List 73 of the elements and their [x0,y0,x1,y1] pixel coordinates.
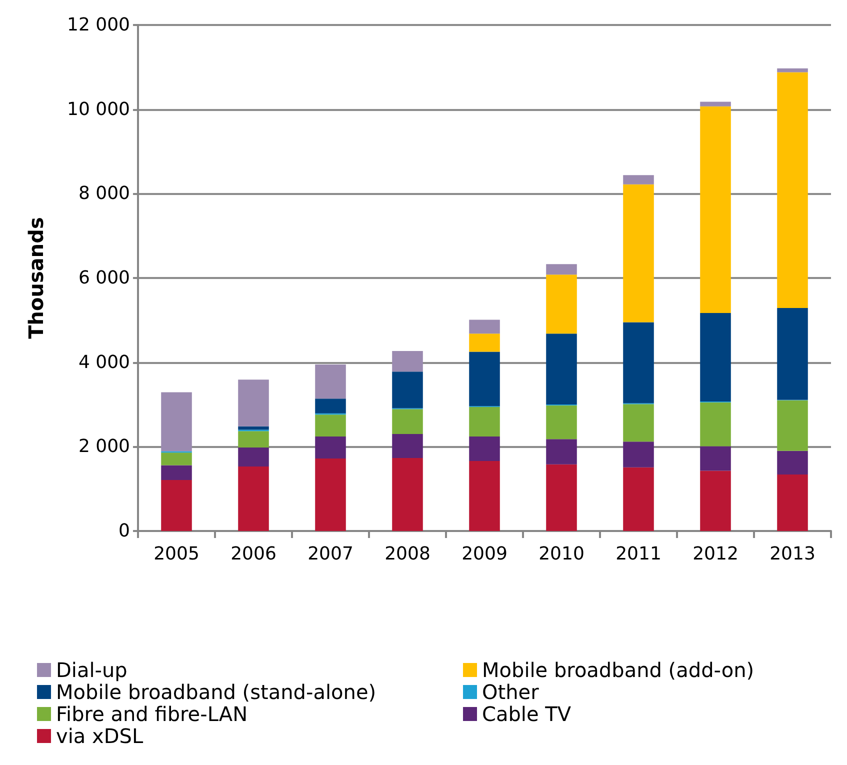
bar [623,404,654,442]
x-tick-label: 2009 [462,544,508,564]
legend-label: Mobile broadband (add-on) [482,658,754,682]
legend-label: Fibre and fibre-LAN [56,702,248,726]
bar [469,320,500,334]
y-tick-label: 6 000 [78,268,130,288]
bar [238,431,269,448]
bar [546,464,577,531]
x-tick-label: 2007 [308,544,354,564]
legend-label: Dial-up [56,658,128,682]
y-tick-label: 12 000 [67,14,130,36]
bar [700,102,731,106]
bar [777,474,808,531]
bar [546,439,577,464]
legend-label: Other [482,680,540,704]
bar [623,175,654,184]
bar [315,458,346,531]
x-tick-label: 2010 [538,544,584,564]
bar [392,372,423,408]
bar [546,264,577,275]
bar [777,450,808,474]
bar [777,308,808,400]
bar [777,68,808,72]
bar [238,448,269,466]
bar [469,407,500,437]
bar [546,274,577,334]
y-axis-title: Thousands [24,217,48,339]
bar [700,313,731,402]
bar [777,72,808,308]
x-tick-label: 2006 [230,544,276,564]
bar [623,467,654,531]
bar [700,470,731,531]
bar [392,350,423,372]
bar [315,364,346,399]
bar [161,480,192,531]
bar [777,400,808,451]
x-tick-label: 2011 [616,544,662,564]
bar [238,380,269,426]
bar [238,426,269,430]
y-tick-label: 0 [118,520,130,542]
bar [546,334,577,404]
x-tick-label: 2013 [770,544,816,564]
legend-label: Mobile broadband (stand-alone) [56,680,376,704]
bar [238,466,269,531]
bar [700,106,731,313]
legend-label: Cable TV [482,702,572,726]
bar [469,436,500,462]
x-tick-label: 2008 [384,544,430,564]
y-tick-label: 4 000 [78,352,130,373]
bar [623,322,654,404]
bar [392,434,423,458]
bar [161,465,192,480]
y-tick-label: 2 000 [78,436,130,458]
bar [161,392,192,452]
y-tick-label: 8 000 [78,183,130,204]
bar [161,452,192,466]
bar [469,352,500,406]
bar [315,414,346,437]
y-tick-label: 10 000 [67,98,130,120]
bar [392,409,423,434]
bar [392,458,423,531]
bar [700,402,731,446]
bar [315,436,346,458]
bar [469,461,500,531]
bar [546,405,577,440]
x-tick-label: 2005 [154,544,200,564]
bar [469,334,500,352]
legend-label: via xDSL [56,724,144,748]
x-tick-label: 2012 [692,544,738,564]
bar [315,398,346,414]
bar [700,446,731,471]
bar [623,442,654,468]
bar [623,184,654,322]
